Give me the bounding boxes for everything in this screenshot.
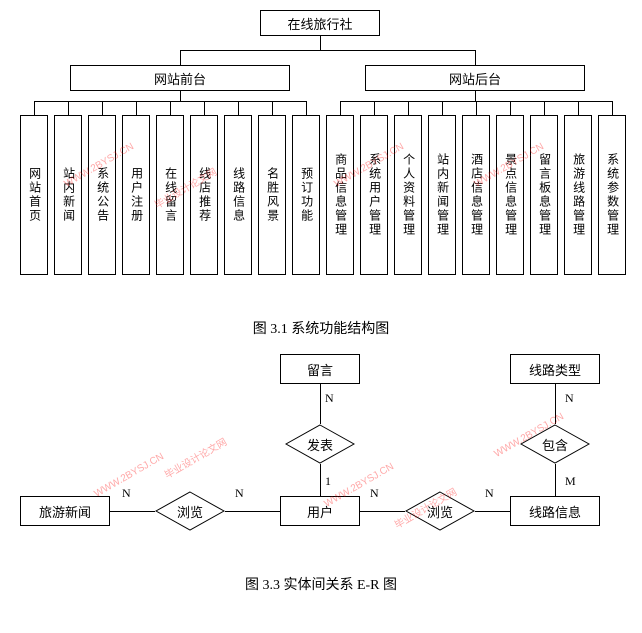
entity-yonghu: 用户 bbox=[280, 496, 360, 526]
cardinality: N bbox=[122, 486, 131, 501]
leaf-node-9: 商品信息管理 bbox=[326, 115, 354, 275]
leaf-node-0: 网站首页 bbox=[20, 115, 48, 275]
er-diagram: 留言 线路类型旅游新闻 用户 线路信息 发表浏览 浏览 包含 N 1 N N N N N M bbox=[10, 346, 632, 566]
leaf-node-4: 在线留言 bbox=[156, 115, 184, 275]
cardinality: N bbox=[565, 391, 574, 406]
cardinality: N bbox=[370, 486, 379, 501]
leaf-node-6: 线路信息 bbox=[224, 115, 252, 275]
leaf-node-5: 线店推荐 bbox=[190, 115, 218, 275]
branch-node-0: 网站前台 bbox=[70, 65, 290, 91]
leaf-node-8: 预订功能 bbox=[292, 115, 320, 275]
root-node: 在线旅行社 bbox=[260, 10, 380, 36]
cardinality: N bbox=[235, 486, 244, 501]
entity-xianlu_type: 线路类型 bbox=[510, 354, 600, 384]
leaf-node-7: 名胜风景 bbox=[258, 115, 286, 275]
leaf-node-3: 用户注册 bbox=[122, 115, 150, 275]
cardinality: 1 bbox=[325, 474, 331, 489]
leaf-node-2: 系统公告 bbox=[88, 115, 116, 275]
leaf-node-10: 系统用户管理 bbox=[360, 115, 388, 275]
relation-liulan1: 浏览 bbox=[155, 491, 225, 531]
leaf-node-12: 站内新闻管理 bbox=[428, 115, 456, 275]
leaf-node-16: 旅游线路管理 bbox=[564, 115, 592, 275]
leaf-node-1: 站内新闻 bbox=[54, 115, 82, 275]
figure-3-1-caption: 图 3.1 系统功能结构图 bbox=[10, 318, 632, 338]
cardinality: M bbox=[565, 474, 576, 489]
figure-3-3-caption: 图 3.3 实体间关系 E-R 图 bbox=[10, 574, 632, 594]
leaf-node-15: 留言板息管理 bbox=[530, 115, 558, 275]
entity-liuyan: 留言 bbox=[280, 354, 360, 384]
leaf-node-17: 系统参数管理 bbox=[598, 115, 626, 275]
cardinality: N bbox=[485, 486, 494, 501]
entity-xianlu_info: 线路信息 bbox=[510, 496, 600, 526]
cardinality: N bbox=[325, 391, 334, 406]
figure-3-1: 在线旅行社网站前台 网站后台网站首页站内新闻系统公告用户注册在线留言线店推荐线路信… bbox=[10, 10, 632, 338]
relation-fabiao: 发表 bbox=[285, 424, 355, 464]
relation-liulan2: 浏览 bbox=[405, 491, 475, 531]
tree-diagram: 在线旅行社网站前台 网站后台网站首页站内新闻系统公告用户注册在线留言线店推荐线路信… bbox=[10, 10, 632, 310]
branch-node-1: 网站后台 bbox=[365, 65, 585, 91]
leaf-node-11: 个人资料管理 bbox=[394, 115, 422, 275]
relation-baohan: 包含 bbox=[520, 424, 590, 464]
leaf-node-14: 景点信息管理 bbox=[496, 115, 524, 275]
figure-3-3: 留言 线路类型旅游新闻 用户 线路信息 发表浏览 浏览 包含 N 1 N N N N N M 图 3.3 实… bbox=[10, 346, 632, 594]
leaf-node-13: 酒店信息管理 bbox=[462, 115, 490, 275]
entity-lvyou_news: 旅游新闻 bbox=[20, 496, 110, 526]
